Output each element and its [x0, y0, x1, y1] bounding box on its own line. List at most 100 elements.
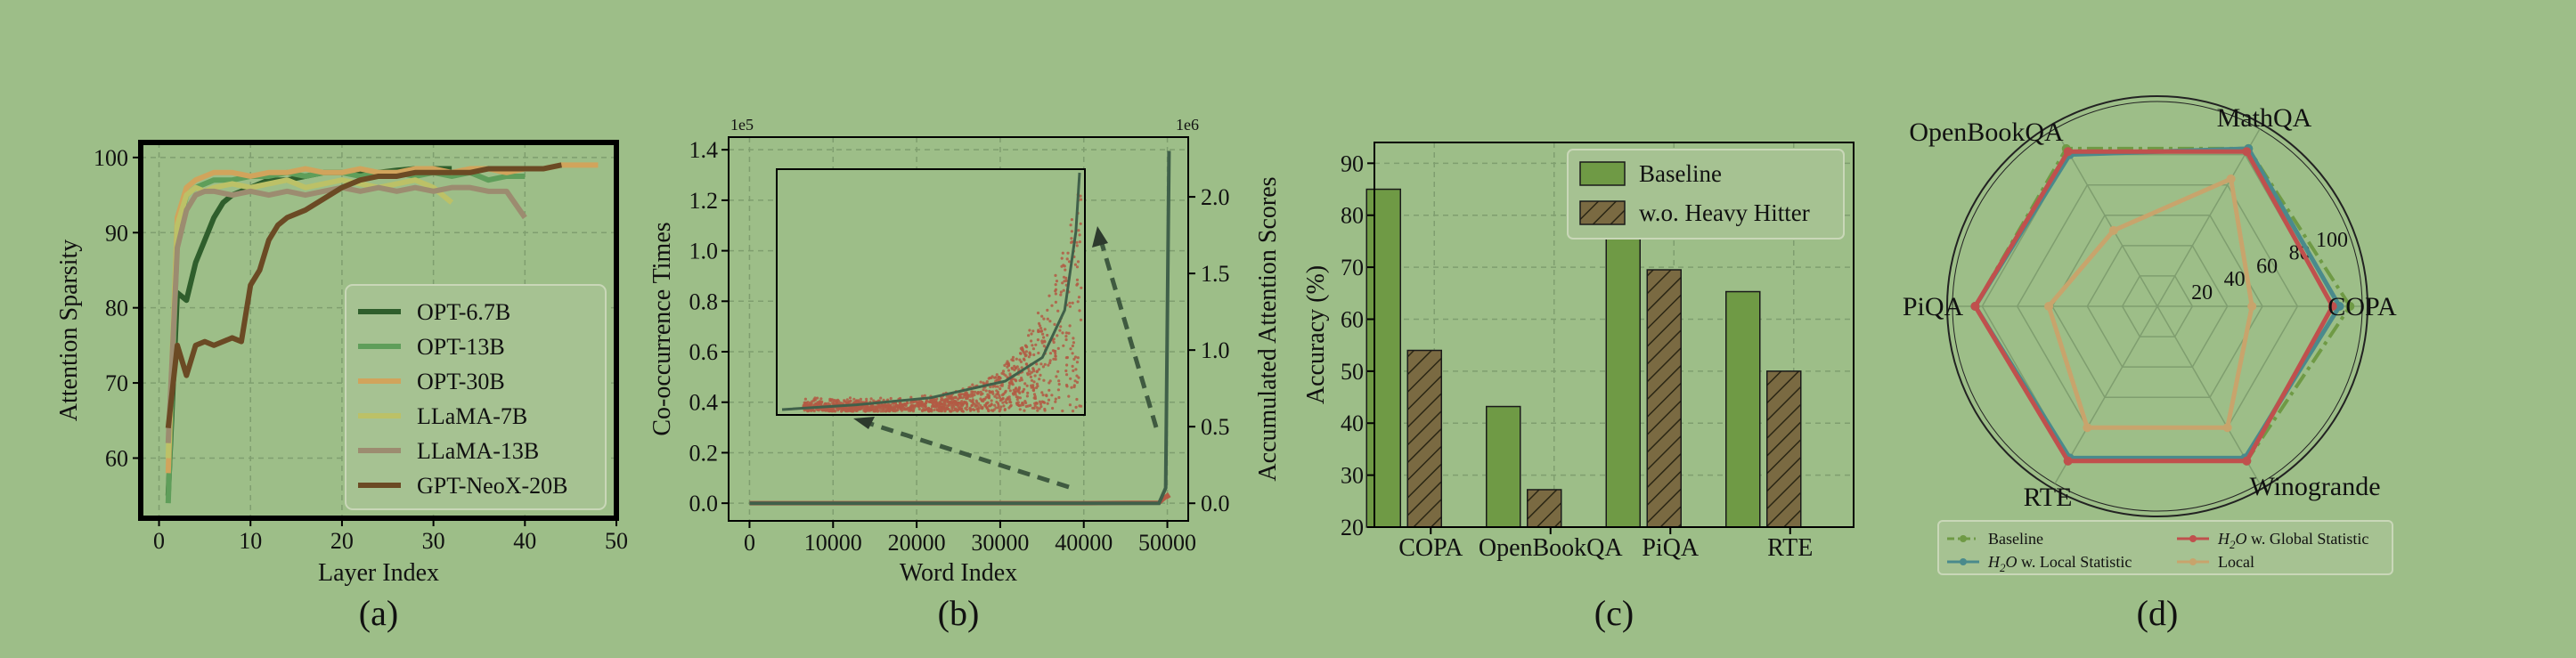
y-tick-label: 70 [105, 370, 128, 396]
inset-point [1069, 347, 1072, 351]
inset-point [1001, 401, 1005, 404]
inset-point [1076, 282, 1080, 286]
inset-point [898, 396, 902, 401]
inset-point [1043, 407, 1047, 411]
inset-point [957, 408, 960, 411]
inset-point [1019, 352, 1023, 355]
radar-spoke [2054, 305, 2158, 484]
inset-point [1069, 223, 1072, 227]
inset-point [1061, 409, 1064, 413]
radar-series-3 [2046, 175, 2254, 430]
inset-point [1054, 354, 1057, 358]
x-tick-label: 0 [744, 530, 755, 556]
inset-point [1037, 329, 1040, 333]
inset-point [1071, 410, 1075, 413]
inset-point [940, 403, 944, 408]
inset-point [915, 401, 918, 404]
inset-point [950, 395, 953, 399]
inset-point [925, 400, 928, 403]
inset-point [987, 395, 990, 400]
inset-point [1076, 260, 1080, 264]
inset-point [1011, 359, 1015, 362]
inset-point [1078, 404, 1081, 408]
legend-label-o: O [2236, 530, 2247, 548]
inset-point [848, 396, 852, 400]
inset-point [961, 393, 965, 396]
inset-point [888, 408, 893, 412]
inset-point [1054, 357, 1057, 361]
y-tick-label: 0.8 [689, 288, 719, 314]
inset-point [1067, 260, 1072, 264]
inset-point [1070, 240, 1073, 244]
inset-point [975, 404, 979, 408]
inset-point [1074, 368, 1078, 371]
inset-point [1072, 369, 1075, 372]
legend-label: Baseline [1988, 530, 2043, 548]
inset-point [943, 408, 947, 411]
inset-point [1015, 389, 1019, 393]
inset-point [848, 409, 852, 412]
inset-point [1046, 317, 1049, 321]
inset-point [1065, 373, 1069, 377]
inset-point [809, 403, 812, 407]
inset-point [889, 396, 893, 401]
arrow-head [853, 417, 875, 429]
inset-point [1054, 397, 1057, 401]
inset-point [1061, 331, 1064, 335]
inset-point [1039, 373, 1042, 377]
inset-point [1072, 337, 1075, 340]
y-tick-label: 40 [1341, 410, 1364, 436]
y-axis-label: Accuracy (%) [1302, 265, 1330, 404]
inset-point [923, 409, 926, 412]
inset-point [987, 377, 990, 380]
inset-point [976, 392, 980, 395]
inset-point [1008, 389, 1012, 393]
inset-point [947, 403, 950, 407]
inset-point [1065, 257, 1069, 261]
inset-point [971, 393, 974, 396]
inset-point [1054, 352, 1057, 355]
inset-point [1042, 345, 1046, 348]
x-tick-label: 30 [422, 528, 445, 554]
inset-point [1048, 388, 1051, 392]
inset-point [1007, 384, 1011, 387]
inset-point [942, 400, 946, 403]
inset-point [1048, 361, 1052, 365]
inset-point [946, 407, 950, 410]
y-tick-label: 80 [105, 296, 128, 321]
inset-point [1033, 404, 1037, 408]
inset-point [1054, 273, 1057, 277]
radar-axis-label: PiQA [1903, 292, 1964, 321]
inset-point [819, 402, 823, 406]
inset-point [863, 407, 867, 410]
inset-point [1013, 368, 1016, 372]
inset-point [920, 394, 925, 398]
legend-label-h: H [1987, 553, 2001, 571]
inset-point [1048, 320, 1052, 323]
inset-point [1033, 374, 1037, 378]
inset-point [997, 406, 1000, 410]
radar-marker [2083, 423, 2092, 433]
inset-point [989, 385, 992, 389]
radar-marker [2247, 302, 2257, 311]
legend-marker [2189, 535, 2197, 542]
inset-point [966, 404, 969, 409]
inset-point [1045, 394, 1048, 398]
inset-point [901, 406, 906, 410]
inset-point [1075, 244, 1079, 248]
inset-point [1067, 394, 1071, 398]
legend-label-rest: w. Global Statistic [2247, 530, 2369, 548]
x-tick-label: 20 [330, 528, 354, 554]
x-axis-label: Word Index [900, 559, 1017, 587]
radar-marker [2108, 225, 2118, 235]
radar-outer-circle [1946, 95, 2368, 517]
inset-point [1037, 321, 1041, 325]
inset-point [1070, 218, 1073, 222]
x-tick-label: 40 [513, 528, 536, 554]
inset-point [1010, 382, 1014, 386]
inset-point [979, 380, 982, 384]
inset-point [1046, 308, 1049, 312]
plot-frame [1374, 142, 1855, 528]
inset-point [1043, 339, 1047, 343]
inset-point [1050, 304, 1054, 307]
